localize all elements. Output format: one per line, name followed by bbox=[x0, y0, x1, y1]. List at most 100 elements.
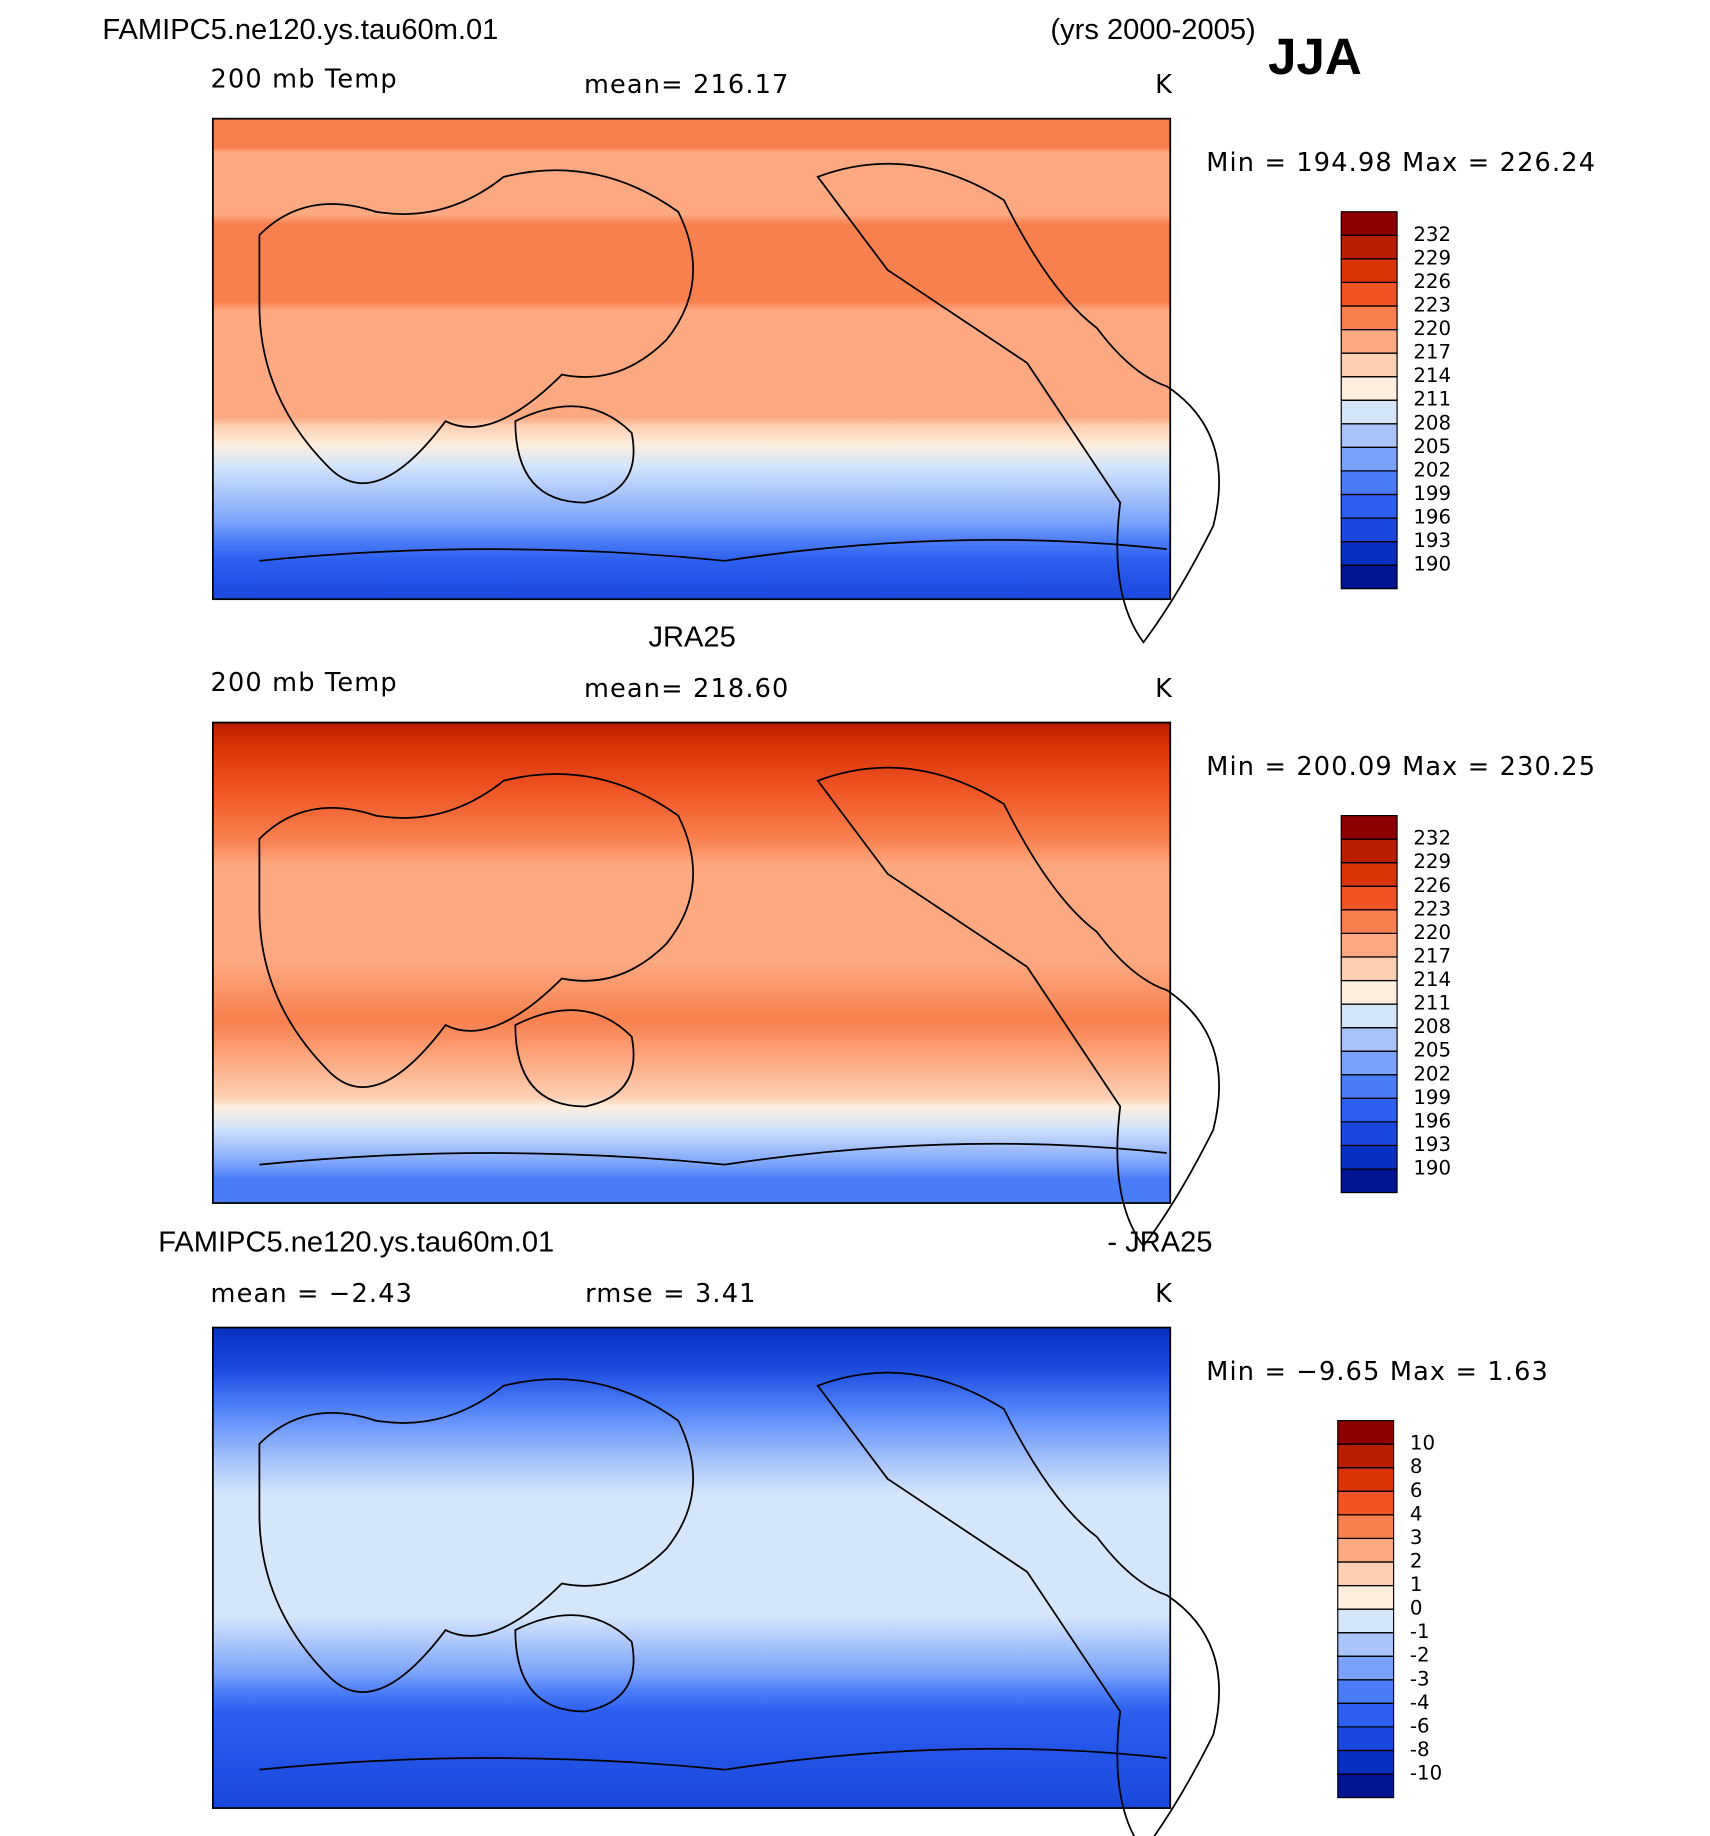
colorbar-label: 214 bbox=[1413, 968, 1451, 991]
colorbar-label: 223 bbox=[1413, 897, 1451, 920]
colorbar-box bbox=[1340, 1027, 1398, 1052]
colorbar-box bbox=[1340, 862, 1398, 887]
colorbar-box bbox=[1340, 423, 1398, 448]
colorbar-label: 190 bbox=[1413, 1157, 1451, 1180]
colorbar-box bbox=[1340, 1050, 1398, 1076]
colorbar-box bbox=[1340, 376, 1398, 401]
colorbar-label: 8 bbox=[1410, 1455, 1423, 1478]
stat: mean= 216.17 bbox=[584, 70, 790, 100]
panel: JRA25 200 mb Temp mean= 218.60 K Min = 200.0… bbox=[211, 621, 1596, 1248]
colorbar-box bbox=[1340, 493, 1398, 519]
units: K bbox=[1155, 1279, 1173, 1309]
colorbar-box bbox=[1340, 909, 1398, 934]
colorbar-label: -1 bbox=[1410, 1620, 1430, 1643]
colorbar-box bbox=[1337, 1749, 1395, 1775]
colorbar-label: 208 bbox=[1413, 411, 1451, 434]
stat: mean = −2.43 bbox=[211, 1279, 414, 1309]
years: (yrs 2000-2005) bbox=[1050, 14, 1255, 46]
colorbar-box bbox=[1340, 1168, 1398, 1194]
colorbar-box bbox=[1340, 1074, 1398, 1099]
colorbar-box bbox=[1337, 1773, 1395, 1799]
map-frame bbox=[212, 1326, 1172, 1809]
colorbar-box bbox=[1340, 979, 1398, 1005]
colorbar-label: 6 bbox=[1410, 1479, 1423, 1502]
colorbar-box bbox=[1340, 1097, 1398, 1123]
colorbar-box bbox=[1337, 1726, 1395, 1752]
colorbar-box bbox=[1337, 1561, 1395, 1587]
colorbar-label: 220 bbox=[1413, 921, 1451, 944]
colorbar-box bbox=[1337, 1443, 1395, 1469]
season: JJA bbox=[1268, 28, 1362, 85]
colorbar-label: 202 bbox=[1413, 1062, 1451, 1085]
min-max: Min = 194.98 Max = 226.24 bbox=[1206, 148, 1596, 178]
colorbar-label: 226 bbox=[1413, 874, 1451, 897]
colorbar-label: 232 bbox=[1413, 827, 1451, 850]
colorbar-label: 190 bbox=[1413, 553, 1451, 576]
colorbar-label: 211 bbox=[1413, 388, 1451, 411]
colorbar-box bbox=[1340, 352, 1398, 378]
colorbar-box bbox=[1340, 517, 1398, 543]
colorbar-label: 220 bbox=[1413, 317, 1451, 340]
colorbar-label: -10 bbox=[1410, 1762, 1442, 1785]
colorbar-label: 223 bbox=[1413, 293, 1451, 316]
colorbar-box bbox=[1337, 1679, 1395, 1704]
colorbar-label: 229 bbox=[1413, 850, 1451, 873]
units: K bbox=[1155, 70, 1173, 100]
colorbar-box bbox=[1340, 1144, 1398, 1170]
panel-title: JRA25 bbox=[649, 621, 736, 653]
colorbar-label: -4 bbox=[1410, 1691, 1430, 1714]
colorbar-box bbox=[1340, 305, 1398, 331]
colorbar-box bbox=[1337, 1537, 1395, 1563]
panel: 200 mb Temp mean= 216.17 K Min = 194.98 Max… bbox=[211, 64, 1596, 644]
stat: mean= 218.60 bbox=[584, 674, 790, 704]
colorbar-label: 196 bbox=[1413, 1109, 1451, 1132]
colorbar-label: 202 bbox=[1413, 458, 1451, 481]
colorbar-label: 196 bbox=[1413, 506, 1451, 529]
colorbar-box bbox=[1337, 1632, 1395, 1657]
map-frame bbox=[212, 721, 1172, 1204]
colorbar-label: 205 bbox=[1413, 1039, 1451, 1062]
variable: 200 mb Temp bbox=[211, 64, 398, 94]
coastline bbox=[258, 766, 1220, 1248]
colorbar-label: 217 bbox=[1413, 944, 1451, 967]
colorbar-label: 199 bbox=[1413, 482, 1451, 505]
figure-title: FAMIPC5.ne120.ys.tau60m.01 bbox=[102, 14, 498, 46]
coastline bbox=[258, 162, 1220, 644]
colorbar-box bbox=[1337, 1584, 1395, 1610]
colorbar-label: -6 bbox=[1410, 1714, 1430, 1737]
min-max: Min = 200.09 Max = 230.25 bbox=[1206, 752, 1596, 782]
colorbar-box bbox=[1340, 541, 1398, 566]
colorbar-label: 232 bbox=[1413, 223, 1451, 246]
colorbar-label: 229 bbox=[1413, 246, 1451, 269]
colorbar-box bbox=[1340, 328, 1398, 354]
stat: rmse = 3.41 bbox=[585, 1279, 756, 1309]
colorbar-box bbox=[1337, 1655, 1395, 1681]
colorbar-box bbox=[1340, 815, 1398, 840]
colorbar-label: 0 bbox=[1410, 1597, 1423, 1620]
units: K bbox=[1155, 674, 1173, 704]
map-frame bbox=[212, 117, 1172, 601]
colorbar-label: -2 bbox=[1410, 1644, 1430, 1667]
colorbar-box bbox=[1340, 564, 1398, 590]
colorbar-box bbox=[1340, 470, 1398, 496]
colorbar-box bbox=[1337, 1420, 1395, 1445]
panel-title-right: - JRA25 bbox=[1107, 1226, 1212, 1258]
colorbar-box bbox=[1340, 211, 1398, 236]
colorbar-label: 214 bbox=[1413, 364, 1451, 387]
colorbar-label: 2 bbox=[1410, 1549, 1423, 1572]
colorbar-label: -8 bbox=[1410, 1738, 1430, 1761]
colorbar-label: 211 bbox=[1413, 992, 1451, 1015]
colorbar-box bbox=[1340, 258, 1398, 284]
colorbar-box bbox=[1337, 1608, 1395, 1634]
colorbar-label: 199 bbox=[1413, 1086, 1451, 1109]
map-field bbox=[212, 118, 1171, 600]
colorbar-label: 193 bbox=[1413, 1133, 1451, 1156]
colorbar-label: 226 bbox=[1413, 270, 1451, 293]
colorbar-box bbox=[1340, 446, 1398, 472]
variable: 200 mb Temp bbox=[211, 668, 398, 698]
colorbar-box bbox=[1340, 885, 1398, 911]
colorbar-label: 217 bbox=[1413, 341, 1451, 364]
panel: FAMIPC5.ne120.ys.tau60m.01 - JRA25 mean = … bbox=[158, 1226, 1548, 1836]
colorbar-box bbox=[1337, 1514, 1395, 1540]
